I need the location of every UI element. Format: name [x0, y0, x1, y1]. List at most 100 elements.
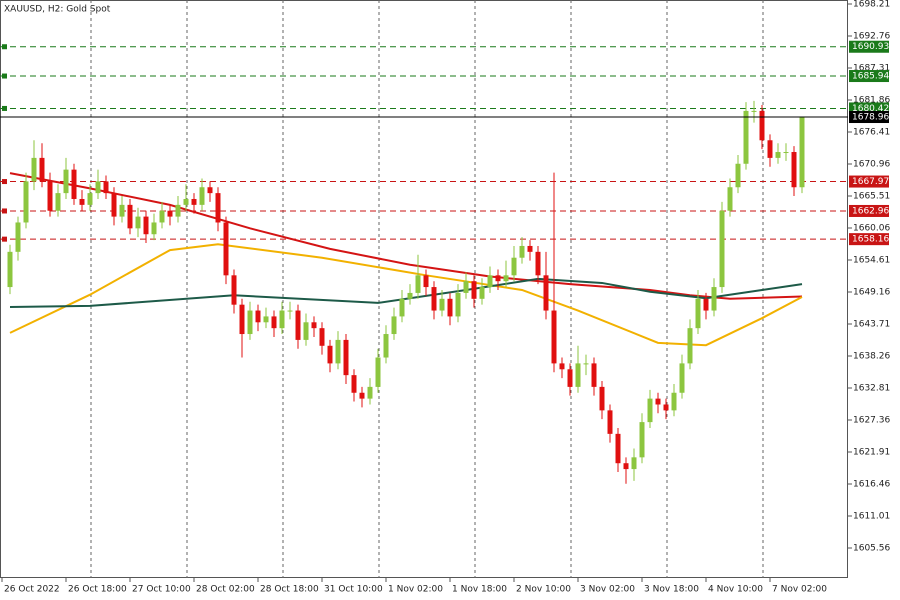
- candle-body: [447, 298, 453, 317]
- candle-body: [343, 339, 349, 376]
- y-tick-label: 1665.51: [853, 191, 890, 201]
- candle-body: [159, 210, 165, 223]
- candle-body: [207, 187, 213, 194]
- candle-body: [119, 204, 125, 217]
- candle-body: [103, 181, 109, 194]
- candle-body: [135, 216, 141, 229]
- current-price-box: [849, 111, 889, 124]
- candle-body: [583, 363, 589, 365]
- level-label-box: [849, 175, 889, 188]
- y-tick-label: 1681.86: [853, 95, 890, 105]
- candle-body: [599, 386, 605, 411]
- y-tick-label: 1670.96: [853, 159, 890, 169]
- candle-body: [231, 275, 237, 305]
- candle-body: [431, 287, 437, 311]
- candle-body: [735, 163, 741, 188]
- y-tick-label: 1616.46: [853, 479, 890, 489]
- candle-body: [71, 169, 77, 199]
- candle-body: [631, 457, 637, 470]
- candle-body: [63, 169, 69, 194]
- x-tick-label: 1 Nov 02:00: [388, 585, 443, 595]
- candle-body: [143, 216, 149, 235]
- candle-body: [639, 422, 645, 458]
- candle-body: [527, 245, 533, 252]
- candle-body: [471, 281, 477, 299]
- y-tick-label: 1638.26: [853, 351, 890, 361]
- candle-body: [391, 316, 397, 335]
- chart-title: XAUUSD, H2: Gold Spot: [4, 5, 111, 15]
- x-tick-label: 1 Nov 18:00: [452, 585, 507, 595]
- candle-body: [167, 210, 173, 217]
- level-label-box: [849, 233, 889, 246]
- candle-body: [175, 204, 181, 217]
- candle-body: [295, 310, 301, 340]
- level-marker: [2, 105, 7, 111]
- candle-body: [335, 339, 341, 364]
- x-tick-label: 28 Oct 18:00: [260, 585, 319, 595]
- moving-average: [9, 172, 803, 300]
- candle-body: [703, 298, 709, 311]
- candle-body: [279, 310, 285, 329]
- candle-body: [151, 222, 157, 235]
- candle-body: [375, 357, 381, 387]
- level-label: 1667.97: [852, 177, 889, 187]
- candle-body: [215, 193, 221, 223]
- candle-body: [503, 275, 509, 282]
- level-label-box: [849, 40, 889, 53]
- level-label: 1680.42: [852, 104, 889, 114]
- candle-body: [31, 157, 37, 182]
- y-tick-label: 1692.76: [853, 31, 890, 41]
- candle-body: [287, 310, 293, 312]
- candle-body: [463, 281, 469, 293]
- level-label-box: [849, 70, 889, 83]
- candle-body: [623, 463, 629, 470]
- candle-body: [423, 275, 429, 288]
- candle-body: [567, 369, 573, 387]
- x-tick-label: 26 Oct 2022: [4, 585, 60, 595]
- candle-body: [407, 292, 413, 299]
- candle-body: [111, 193, 117, 217]
- y-tick-label: 1627.36: [853, 415, 890, 425]
- candle-body: [575, 363, 581, 387]
- y-tick-label: 1621.91: [853, 447, 890, 457]
- current-price-label: 1678.96: [852, 113, 889, 123]
- candle-body: [615, 433, 621, 464]
- y-tick-label: 1676.41: [853, 127, 890, 137]
- candle-body: [351, 375, 357, 393]
- level-marker: [2, 208, 7, 214]
- candle-body: [39, 157, 45, 182]
- level-marker: [2, 179, 7, 185]
- candle-body: [79, 198, 85, 205]
- level-label: 1658.16: [852, 235, 889, 245]
- x-tick-label: 4 Nov 10:00: [708, 585, 763, 595]
- candle-body: [247, 310, 253, 335]
- candle-body: [255, 310, 261, 323]
- level-label: 1690.93: [852, 42, 889, 52]
- candle-body: [647, 398, 653, 423]
- candle-body: [239, 304, 245, 335]
- candle-body: [359, 392, 365, 399]
- y-tick-label: 1654.61: [853, 255, 890, 265]
- candle-body: [783, 152, 789, 154]
- candle-body: [367, 386, 373, 399]
- candle-body: [695, 298, 701, 329]
- candle-body: [183, 198, 189, 205]
- candle-body: [199, 187, 205, 205]
- candle-body: [663, 404, 669, 411]
- candle-body: [767, 140, 773, 158]
- candle-body: [399, 298, 405, 317]
- candle-body: [383, 334, 389, 358]
- candle-body: [439, 298, 445, 311]
- candle-body: [191, 198, 197, 205]
- candle-body: [263, 316, 269, 323]
- candle-body: [671, 392, 677, 411]
- candle-body: [551, 310, 557, 364]
- y-tick-label: 1649.16: [853, 287, 890, 297]
- level-label: 1662.96: [852, 206, 889, 216]
- y-tick-label: 1605.56: [853, 543, 890, 553]
- x-tick-label: 27 Oct 10:00: [132, 585, 191, 595]
- level-marker: [2, 73, 7, 79]
- candle-body: [687, 328, 693, 364]
- candle-body: [607, 410, 613, 434]
